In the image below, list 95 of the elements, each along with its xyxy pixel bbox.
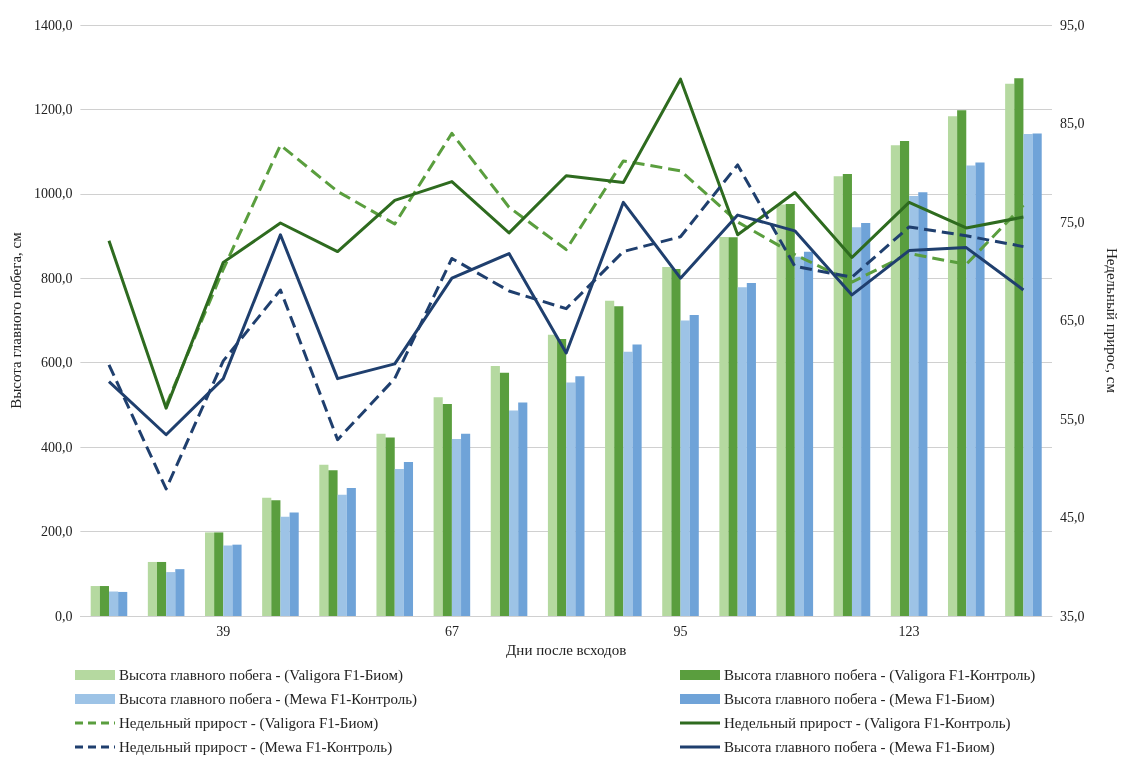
bar	[346, 488, 356, 616]
y-tick-label: 200,0	[40, 524, 73, 540]
bar	[156, 561, 167, 616]
bar	[890, 145, 900, 616]
bar	[776, 204, 786, 616]
bar	[433, 397, 443, 616]
legend-label: Высота главного побега - (Valigora F1-Биом)	[119, 667, 404, 684]
bar	[671, 269, 681, 616]
bar	[204, 532, 215, 616]
bar	[99, 586, 109, 616]
bar	[90, 586, 100, 616]
legend-label: Высота главного побега - (Valigora F1-Контроль)	[724, 667, 1036, 684]
bar	[280, 516, 290, 616]
bar	[566, 382, 576, 616]
bar	[794, 256, 804, 616]
bar	[557, 339, 567, 616]
y2-tick-label: 35,0	[1060, 608, 1085, 624]
bar	[746, 282, 756, 616]
bar	[680, 320, 690, 616]
bar	[1005, 83, 1015, 616]
bar	[614, 306, 624, 616]
bar	[499, 372, 510, 616]
bar	[947, 116, 958, 616]
y-tick-label: 600,0	[40, 355, 73, 371]
x-tick-label: 123	[898, 623, 920, 639]
bar	[442, 404, 452, 616]
bar	[289, 512, 299, 616]
y-tick-label: 1400,0	[33, 17, 73, 33]
x-axis-title: Дни после всходов	[506, 642, 627, 659]
bar	[175, 569, 185, 616]
bar	[662, 266, 672, 616]
bar	[223, 545, 233, 616]
bar	[1032, 133, 1042, 616]
legend-label: Высота главного побега - (Mewa F1-Биом)	[724, 691, 995, 708]
bar	[319, 464, 329, 616]
bar	[728, 237, 738, 616]
bar	[232, 544, 242, 616]
y2-tick-label: 55,0	[1060, 411, 1085, 427]
x-tick-label: 39	[216, 623, 231, 639]
y2-tick-label: 45,0	[1060, 510, 1085, 525]
bar	[623, 351, 633, 616]
bar	[451, 439, 462, 616]
bar	[166, 572, 176, 616]
bar	[490, 366, 500, 616]
y-axis-title: Высота главного побега, см	[7, 231, 24, 409]
y-tick-label: 800,0	[40, 270, 73, 286]
bar	[461, 433, 471, 616]
bar	[833, 176, 843, 616]
y2-tick-label: 95,0	[1060, 17, 1085, 33]
bar	[966, 165, 976, 616]
legend-label: Недельный прирост - (Valigora F1-Контроль)	[724, 715, 1011, 732]
bar	[975, 162, 985, 616]
line-series	[107, 163, 1025, 491]
bar	[575, 376, 585, 616]
bar	[803, 251, 814, 616]
bar	[547, 334, 558, 616]
bar	[509, 410, 519, 616]
y-tick-label: 1200,0	[33, 101, 73, 117]
bar	[108, 591, 119, 616]
bar	[861, 222, 871, 616]
line-series	[107, 77, 1025, 410]
legend-label: Высота главного побега - (Mewa F1-Биом)	[724, 739, 995, 756]
bar	[918, 192, 928, 616]
bar	[147, 561, 157, 616]
bar	[394, 469, 404, 616]
x-tick-label: 67	[444, 623, 459, 639]
y-tick-label: 1000,0	[33, 186, 73, 202]
bar	[376, 433, 386, 616]
bar	[337, 494, 347, 616]
bar	[385, 437, 395, 616]
y2-axis-title: Недельный прирос, см	[1103, 247, 1120, 394]
bar	[1023, 133, 1033, 616]
bar	[909, 195, 919, 616]
y2-tick-label: 85,0	[1060, 116, 1085, 131]
bar	[271, 500, 281, 616]
legend-label: Недельный прирост - (Mewa F1-Контроль)	[119, 739, 393, 756]
legend-label: Высота главного побега - (Mewa F1-Контроль)	[119, 691, 418, 708]
y-tick-label: 400,0	[40, 439, 73, 455]
x-tick-label: 95	[673, 623, 688, 639]
bar	[328, 470, 338, 616]
bar	[518, 402, 528, 616]
bar	[605, 300, 615, 616]
bar	[719, 236, 729, 616]
bar	[689, 315, 699, 616]
bar	[737, 287, 747, 616]
y2-tick-label: 75,0	[1060, 214, 1085, 230]
bar	[118, 591, 128, 616]
bar	[214, 532, 224, 616]
legend-label: Недельный прирост - (Valigora F1-Биом)	[119, 715, 379, 732]
bar	[632, 344, 642, 616]
bar	[851, 227, 862, 616]
y-tick-label: 0,0	[54, 608, 73, 624]
bar	[403, 461, 414, 616]
bar	[262, 497, 272, 616]
y2-tick-label: 65,0	[1060, 313, 1085, 328]
